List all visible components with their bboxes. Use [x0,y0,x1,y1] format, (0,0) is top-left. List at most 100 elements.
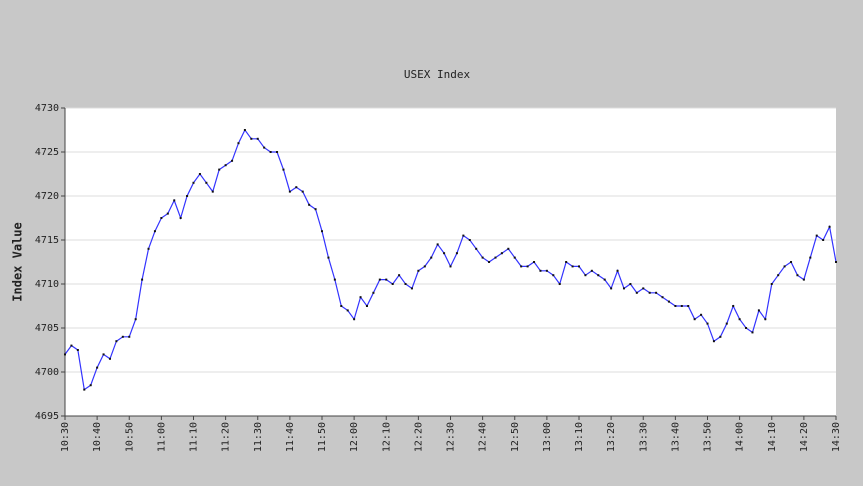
data-point [147,247,150,250]
x-tick-label: 11:40 [285,422,296,452]
data-point [160,217,163,219]
data-point [822,239,825,241]
data-point [622,287,625,290]
data-point [488,261,491,263]
data-point [211,190,214,193]
data-point [815,234,818,237]
data-point [186,195,189,197]
y-axis-label: Index Value [11,222,25,301]
data-point [526,265,529,268]
data-point [121,335,124,338]
data-point [301,190,304,193]
data-point [642,287,645,290]
data-point [96,366,99,369]
data-point [610,287,613,290]
data-point [745,327,748,329]
data-point [404,283,407,285]
data-point [545,269,548,272]
x-tick-label: 12:40 [478,422,489,452]
data-point [417,269,420,272]
data-point [494,256,497,259]
data-point [64,353,66,356]
data-point [777,274,780,277]
x-tick-label: 13:50 [703,422,714,452]
data-point [134,318,137,321]
data-point [674,305,677,307]
x-tick-label: 11:10 [189,422,200,452]
data-point [783,265,786,268]
data-point [205,181,208,184]
data-point [179,217,182,219]
data-point [276,151,279,153]
data-point [533,261,536,263]
chart-title: USEX Index [404,68,471,81]
data-point [76,349,79,351]
data-point [706,322,709,325]
data-point [398,274,401,277]
data-point [828,225,831,228]
x-tick-label: 14:10 [767,422,778,452]
data-point [340,305,343,307]
data-point [770,283,773,285]
x-tick-label: 11:20 [221,422,232,452]
y-tick-label: 4695 [35,411,59,422]
x-tick-label: 12:50 [510,422,521,452]
data-point [584,274,587,277]
data-point [115,340,118,343]
x-tick-label: 10:30 [60,422,71,452]
data-point [616,269,619,272]
x-tick-label: 10:40 [92,422,103,452]
data-point [565,261,568,263]
data-point [102,353,105,356]
data-point [263,146,266,149]
data-point [667,300,670,303]
data-point [648,291,651,294]
data-point [365,305,368,307]
data-point [590,269,593,272]
data-point [513,256,516,259]
x-tick-label: 14:20 [799,422,810,452]
y-tick-label: 4700 [35,367,59,378]
data-point [346,309,349,312]
data-point [449,265,452,268]
y-tick-label: 4715 [35,235,59,246]
data-point [430,256,433,259]
data-point [661,296,664,299]
data-point [481,256,484,259]
x-tick-label: 12:00 [349,422,360,452]
data-point [269,151,272,153]
data-point [693,318,696,321]
data-point [629,283,632,285]
data-point [224,164,227,167]
data-point [218,168,221,171]
x-tick-label: 11:30 [253,422,264,452]
data-point [443,252,446,255]
data-point [288,190,291,193]
data-point [321,230,323,233]
data-point [712,340,715,343]
data-point [809,256,812,259]
data-point [597,274,600,277]
data-point [192,181,195,184]
data-point [552,274,555,277]
data-point [802,278,805,281]
data-point [468,239,471,241]
data-point [83,388,86,391]
x-tick-label: 12:10 [381,422,392,452]
data-point [751,331,754,334]
x-tick-label: 14:00 [735,422,746,452]
data-point [391,283,394,285]
data-point [410,287,413,290]
data-point [327,256,330,259]
data-point [578,265,580,268]
x-tick-label: 12:20 [413,422,424,452]
data-point [141,278,144,281]
data-point [500,252,503,255]
x-tick-label: 14:30 [831,422,842,452]
x-tick-label: 11:50 [317,422,328,452]
y-tick-label: 4705 [35,323,59,334]
data-point [153,230,156,233]
data-point [680,305,683,307]
x-tick-label: 12:30 [446,422,457,452]
